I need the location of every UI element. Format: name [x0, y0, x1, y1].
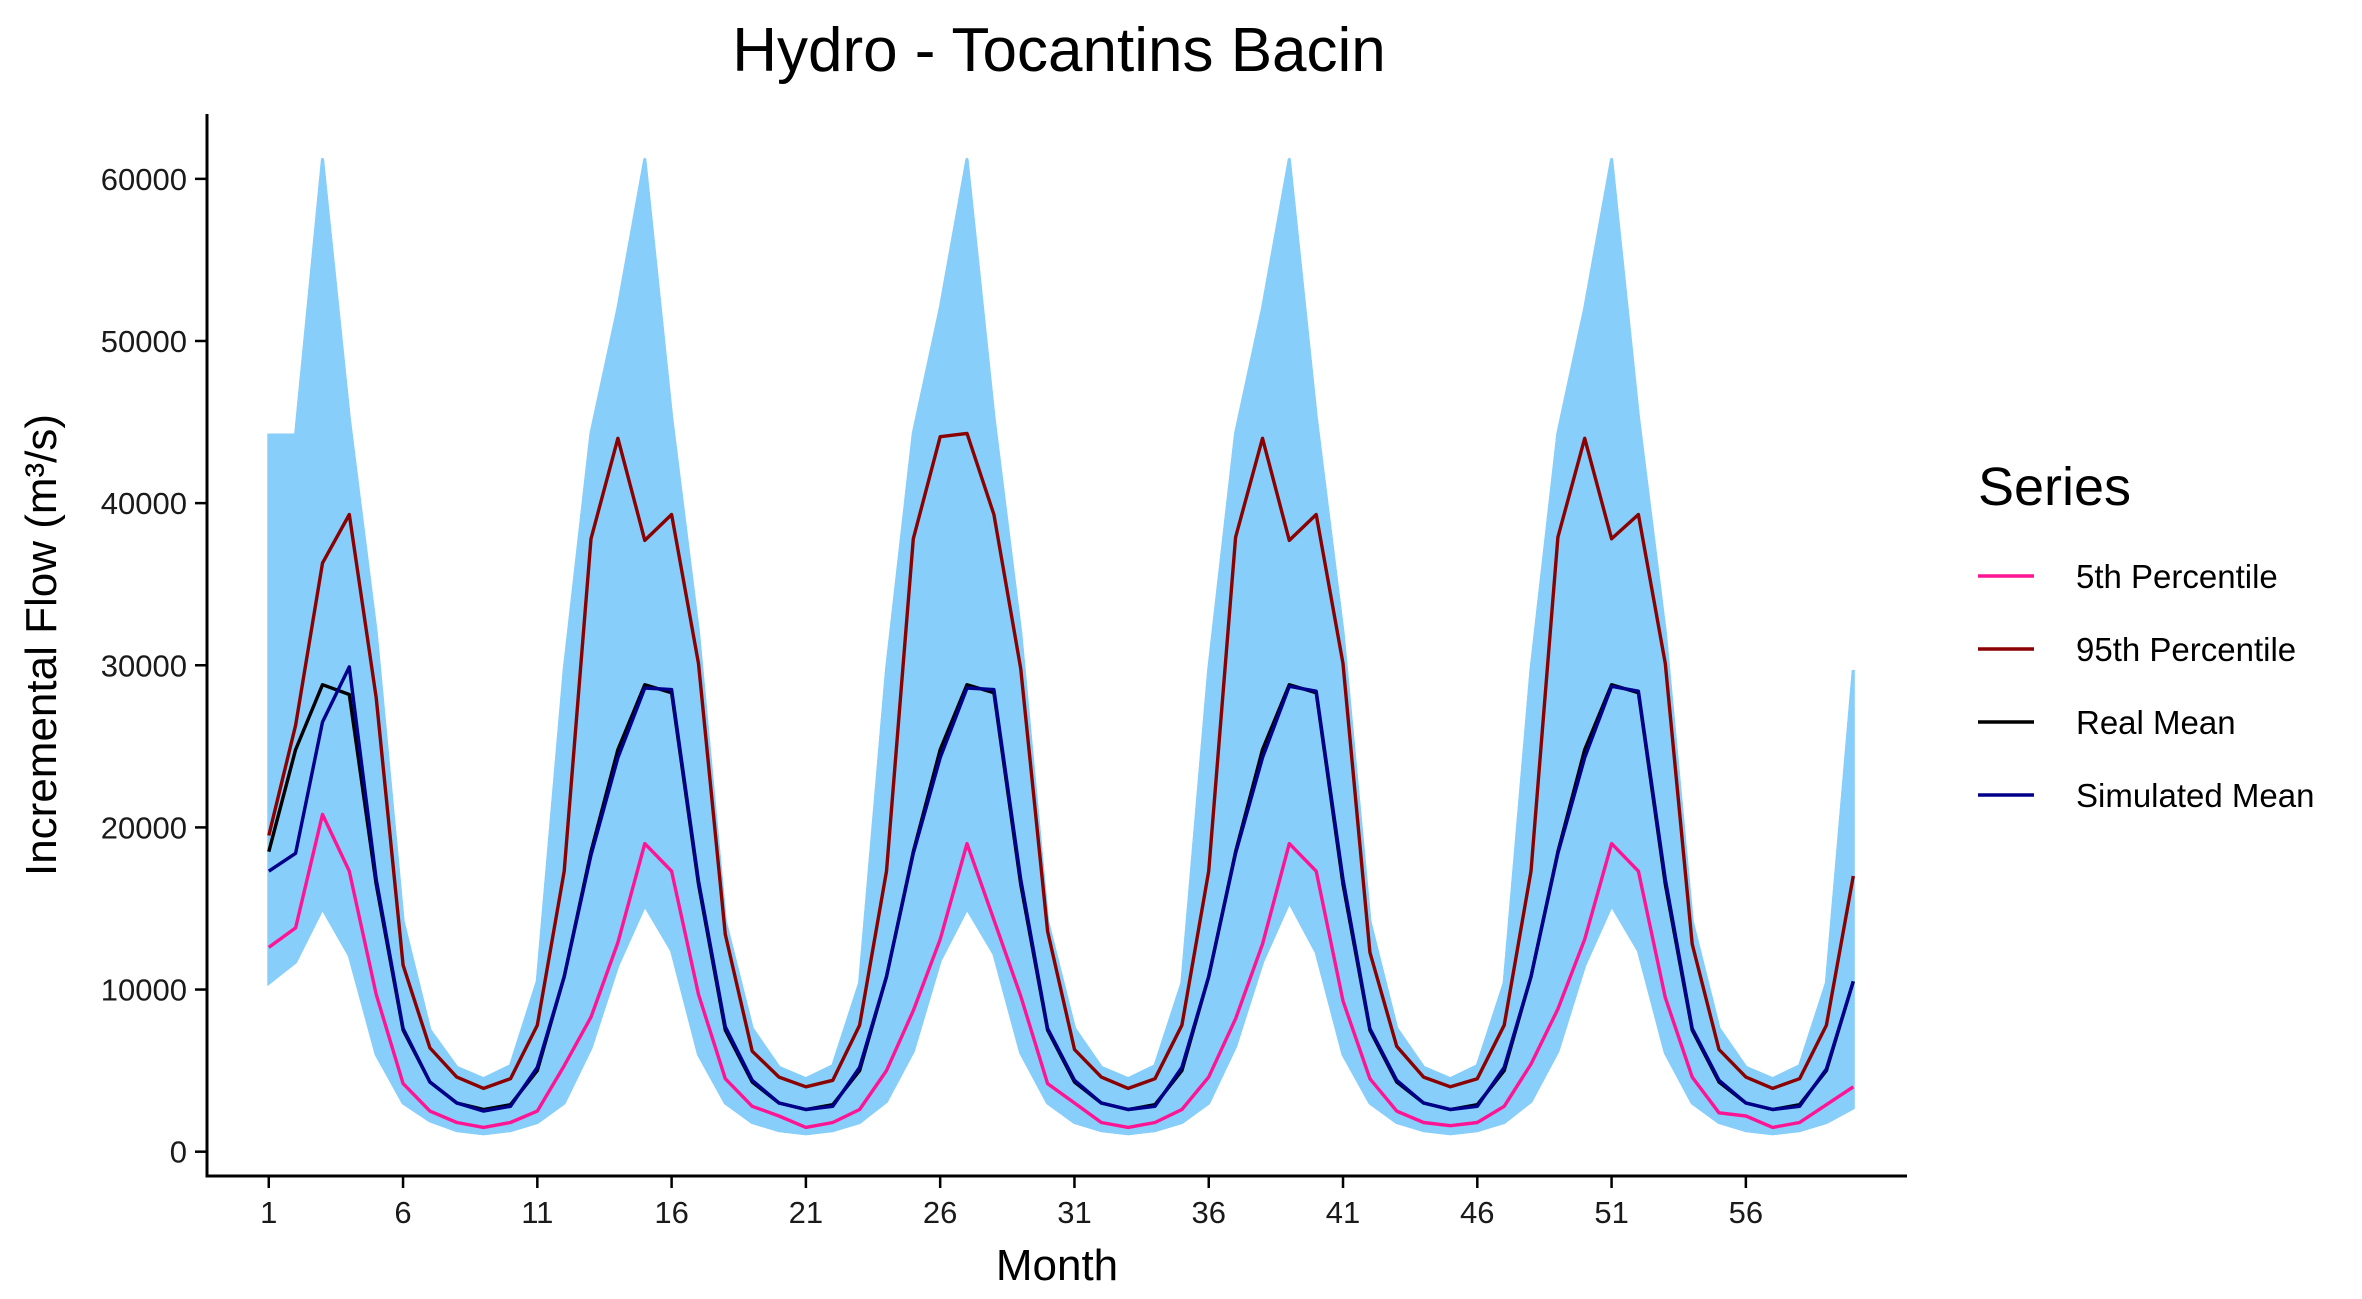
- simulation-series-line: [268, 157, 1855, 1081]
- chart-title: Hydro - Tocantins Bacin: [732, 16, 1386, 85]
- y-tick-label: 60000: [101, 162, 187, 197]
- series-line-95th-percentile: [267, 431, 1855, 1091]
- x-tick-label: 6: [394, 1195, 411, 1230]
- series-line-simulated-mean: [267, 665, 1855, 1113]
- simulation-series-line: [267, 433, 1855, 1110]
- y-tick-label: 20000: [101, 810, 187, 845]
- x-tick-label: 26: [923, 1195, 957, 1230]
- x-tick-label: 56: [1729, 1195, 1763, 1230]
- summary-lines-group: [267, 431, 1855, 1130]
- simulation-series-line: [267, 838, 1855, 1132]
- y-tick-label: 30000: [101, 648, 187, 683]
- y-tick-label: 40000: [101, 486, 187, 521]
- simulation-series-line: [267, 646, 1855, 1122]
- x-tick-label: 31: [1057, 1195, 1091, 1230]
- y-tick-label: 50000: [101, 324, 187, 359]
- y-axis-ticks: 0 10000 20000 30000 40000 50000 60000: [101, 162, 207, 1170]
- simulation-series-line: [268, 746, 1855, 1127]
- x-tick-label: 16: [654, 1195, 688, 1230]
- x-tick-label: 51: [1594, 1195, 1628, 1230]
- series-line-5th-percentile: [267, 812, 1855, 1130]
- legend-title: Series: [1978, 457, 2131, 517]
- simulation-series-line: [267, 321, 1855, 1104]
- legend-label: 5th Percentile: [2076, 558, 2278, 595]
- legend-label: Real Mean: [2076, 704, 2236, 741]
- x-tick-label: 21: [789, 1195, 823, 1230]
- legend-label: Simulated Mean: [2076, 777, 2314, 814]
- x-axis-ticks: 1 6 11 16 21 26 31 36 41 46 51 56: [260, 1176, 1763, 1230]
- x-tick-label: 1: [260, 1195, 277, 1230]
- x-tick-label: 41: [1326, 1195, 1360, 1230]
- legend: Series 5th Percentile 95th Percentile Real…: [1978, 457, 2314, 814]
- simulation-series-line: [267, 900, 1855, 1136]
- y-tick-label: 0: [170, 1135, 187, 1170]
- y-tick-label: 10000: [101, 973, 187, 1008]
- legend-label: 95th Percentile: [2076, 631, 2296, 668]
- y-axis-title: Incremental Flow (m³/s): [17, 414, 66, 876]
- x-axis-title: Month: [996, 1241, 1118, 1290]
- x-tick-label: 36: [1191, 1195, 1225, 1230]
- x-tick-label: 46: [1460, 1195, 1494, 1230]
- x-tick-label: 11: [521, 1195, 553, 1230]
- legend-items: 5th Percentile 95th Percentile Real Mean Si…: [1978, 558, 2314, 814]
